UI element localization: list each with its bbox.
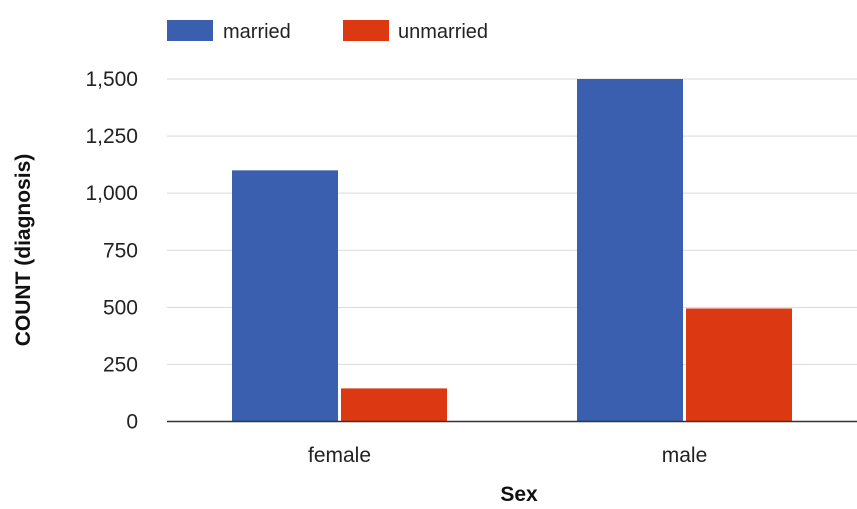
y-tick-label: 250 — [103, 353, 138, 376]
x-tick-labels: female male — [308, 444, 707, 467]
x-tick-label: female — [308, 444, 371, 467]
legend-label-married: married — [223, 21, 291, 43]
bar-married-male — [577, 79, 683, 422]
legend-swatch-married — [167, 20, 213, 41]
bar-unmarried-female — [341, 388, 447, 422]
y-tick-label: 0 — [126, 411, 138, 434]
bar-married-female — [232, 170, 338, 422]
bar-unmarried-male — [686, 308, 792, 422]
x-axis-title: Sex — [500, 483, 538, 506]
bars — [232, 79, 792, 422]
y-tick-label: 1,250 — [85, 125, 138, 148]
y-tick-label: 1,000 — [85, 182, 138, 205]
y-axis-title: COUNT (diagnosis) — [12, 154, 35, 347]
y-tick-labels: 0 250 500 750 1,000 1,250 1,500 — [85, 68, 138, 434]
legend-swatch-unmarried — [343, 20, 389, 41]
y-tick-label: 750 — [103, 239, 138, 262]
y-tick-label: 1,500 — [85, 68, 138, 91]
legend: married unmarried — [167, 20, 488, 43]
x-tick-label: male — [662, 444, 708, 467]
legend-label-unmarried: unmarried — [398, 21, 488, 43]
y-tick-label: 500 — [103, 296, 138, 319]
